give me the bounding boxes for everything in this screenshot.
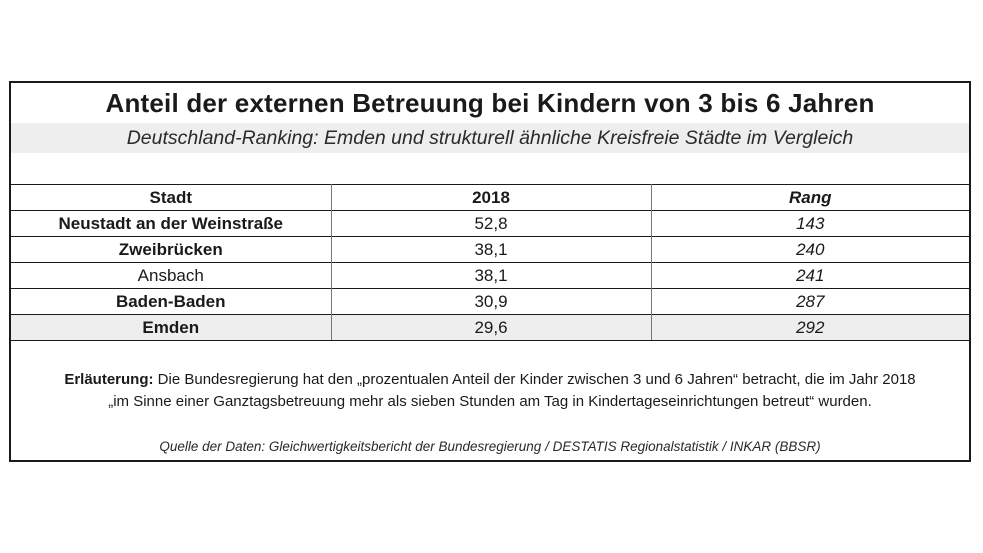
table-header-row: Stadt 2018 Rang — [11, 184, 969, 211]
note-label: Erläuterung: — [64, 371, 154, 388]
page-subtitle: Deutschland-Ranking: Emden und strukture… — [11, 123, 969, 153]
value-cell: 30,9 — [330, 288, 652, 315]
note-line-1: Die Bundesregierung hat den „prozentuale… — [153, 371, 916, 388]
explanation-note: Erläuterung: Die Bundesregierung hat den… — [11, 369, 969, 413]
table-row: Zweibrücken 38,1 240 — [11, 236, 969, 263]
city-cell: Zweibrücken — [11, 236, 332, 263]
value-cell: 29,6 — [330, 314, 652, 341]
city-cell: Neustadt an der Weinstraße — [11, 210, 332, 237]
header-year: 2018 — [330, 184, 652, 211]
value-cell: 38,1 — [330, 236, 652, 263]
ranking-table: Stadt 2018 Rang Neustadt an der Weinstra… — [11, 184, 969, 341]
page-title: Anteil der externen Betreuung bei Kinder… — [105, 87, 875, 118]
city-cell: Emden — [11, 314, 332, 341]
city-cell: Baden-Baden — [11, 288, 332, 315]
rank-cell: 240 — [650, 236, 969, 263]
note-line-2: „im Sinne einer Ganztagsbetreuung mehr a… — [108, 393, 872, 410]
header-city: Stadt — [11, 184, 332, 211]
table-row: Baden-Baden 30,9 287 — [11, 288, 969, 315]
value-cell: 38,1 — [330, 262, 652, 289]
city-cell: Ansbach — [11, 262, 332, 289]
infographic-frame: Anteil der externen Betreuung bei Kinder… — [9, 81, 971, 462]
rank-cell: 241 — [650, 262, 969, 289]
table-row: Neustadt an der Weinstraße 52,8 143 — [11, 210, 969, 237]
rank-cell: 287 — [650, 288, 969, 315]
rank-cell: 292 — [650, 314, 969, 341]
source-citation: Quelle der Daten: Gleichwertigkeitsberic… — [159, 439, 821, 454]
table-row-highlighted: Emden 29,6 292 — [11, 314, 969, 341]
table-row: Ansbach 38,1 241 — [11, 262, 969, 289]
rank-cell: 143 — [650, 210, 969, 237]
value-cell: 52,8 — [330, 210, 652, 237]
header-rank: Rang — [650, 184, 969, 211]
